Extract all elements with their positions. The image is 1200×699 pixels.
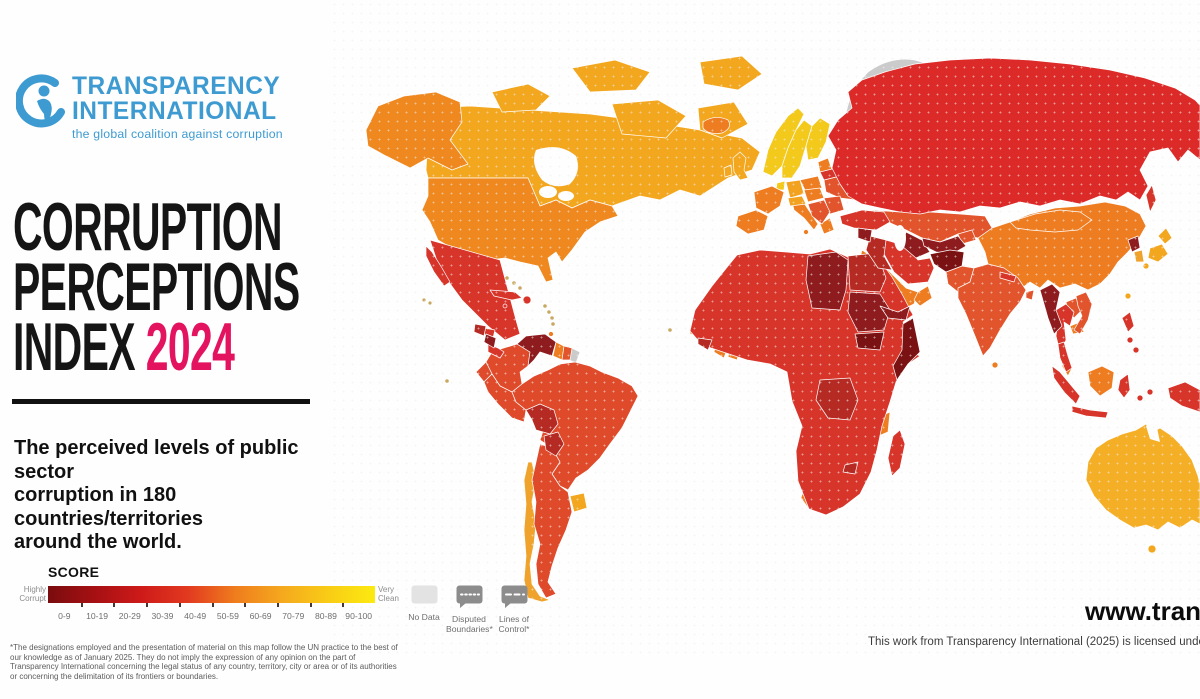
title-line2: PERCEPTIONS [13,248,300,325]
disputed-label-line2: Boundaries* [446,624,493,634]
range-0-9: 0-9 [58,611,71,621]
no-data-swatch-icon [411,585,437,604]
score-ticks [48,603,375,608]
subtitle-line3: around the world. [14,531,182,553]
title-index: INDEX [13,308,146,385]
ti-logo-icon [16,74,65,128]
ti-logo: TRANSPARENCY INTERNATIONAL the global co… [16,74,336,144]
subtitle: The perceived levels of public sector co… [14,437,359,555]
range-60-69: 60-69 [249,611,272,621]
legend-lines-of-control: Lines of Control* [494,585,534,634]
range-10-19: 10-19 [86,611,109,621]
range-90-100: 90-100 [345,611,373,621]
ocean-graticule [330,0,1200,660]
ti-logo-text: TRANSPARENCY INTERNATIONAL the global co… [72,72,285,141]
logo-line1: TRANSPARENCY [72,72,281,100]
no-data-label: No Data [408,612,440,622]
title-divider [12,399,310,404]
score-left-label: Highly Corrupt [19,585,46,603]
license-text: This work from Transparency Internationa… [868,636,1200,648]
range-70-79: 70-79 [282,611,305,621]
range-20-29: 20-29 [118,611,141,621]
website-url: www.transpa [1085,596,1200,626]
title-line1: CORRUPTION [13,188,282,265]
range-80-89: 80-89 [314,611,337,621]
title-line3: INDEX 2024 [13,313,235,380]
score-heading: SCORE [48,564,100,580]
subtitle-line1: The perceived levels of public sector [14,437,299,483]
lines-label-line1: Lines of [498,614,530,624]
subtitle-line2: corruption in 180 countries/territories [14,484,203,530]
score-right-label: Very Clean [378,585,399,603]
lines-label-line2: Control* [498,624,530,634]
legend-disputed-boundaries: Disputed Boundaries* [446,585,493,634]
score-gradient-bar [48,586,375,603]
range-40-49: 40-49 [184,611,207,621]
lines-of-control-icon [501,585,527,608]
disputed-label-line1: Disputed [452,614,486,624]
title-year: 2024 [145,308,235,385]
disputed-boundaries-icon [456,585,482,608]
logo-line2: INTERNATIONAL [72,97,277,125]
footnote-disclaimer: *The designations employed and the prese… [10,643,398,681]
score-range-labels: 0-9 10-19 20-29 30-39 40-49 50-59 60-69 … [48,611,375,621]
logo-tagline: the global coalition against corruption [72,127,283,141]
range-30-39: 30-39 [151,611,174,621]
range-50-59: 50-59 [216,611,239,621]
legend-no-data: No Data [404,585,444,622]
